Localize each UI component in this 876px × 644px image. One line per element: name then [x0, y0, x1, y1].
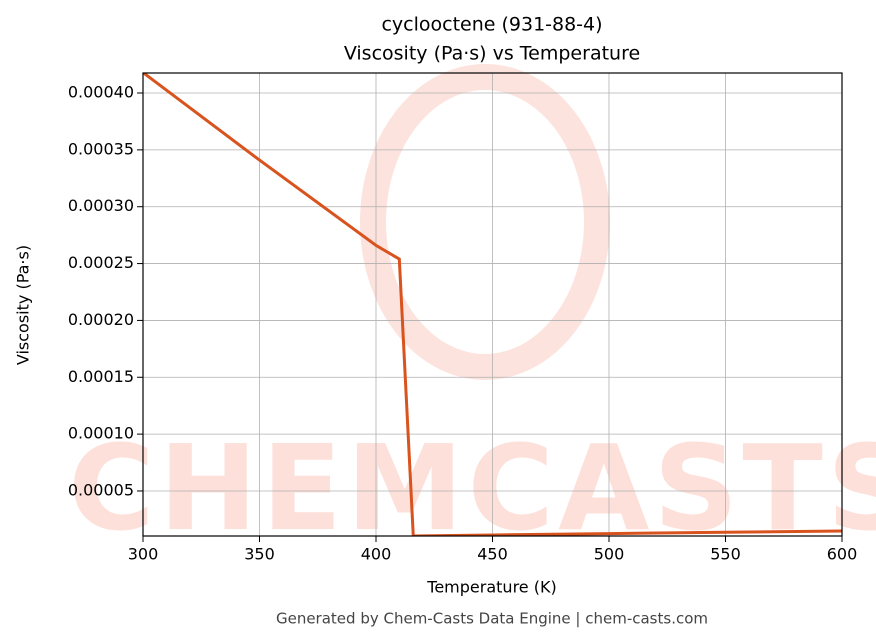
y-tick-label: 0.00015 [68, 367, 134, 386]
x-tick-label: 350 [244, 545, 275, 564]
y-tick-label: 0.00010 [68, 424, 134, 443]
y-tick-label: 0.00040 [68, 83, 134, 102]
x-tick-label: 400 [361, 545, 392, 564]
x-axis-label: Temperature (K) [426, 578, 556, 597]
x-tick-label: 450 [477, 545, 508, 564]
y-axis-label: Viscosity (Pa·s) [14, 245, 33, 365]
x-tick-label: 300 [128, 545, 159, 564]
footer: Generated by Chem-Casts Data Engine | ch… [276, 610, 708, 628]
chart-title: cyclooctene (931-88-4) [381, 14, 602, 36]
y-tick-label: 0.00025 [68, 253, 134, 272]
line-series [143, 73, 842, 536]
y-tick-label: 0.00035 [68, 139, 134, 158]
x-tick-label: 500 [594, 545, 625, 564]
y-tick-label: 0.00020 [68, 310, 134, 329]
x-tick-label: 600 [827, 545, 858, 564]
watermark-logo [360, 64, 610, 380]
y-tick-label: 0.00005 [68, 480, 134, 499]
plot-frame [142, 72, 843, 537]
y-tick-label: 0.00030 [68, 196, 134, 215]
x-tick-label: 550 [710, 545, 741, 564]
chart-subtitle: Viscosity (Pa·s) vs Temperature [344, 43, 640, 65]
